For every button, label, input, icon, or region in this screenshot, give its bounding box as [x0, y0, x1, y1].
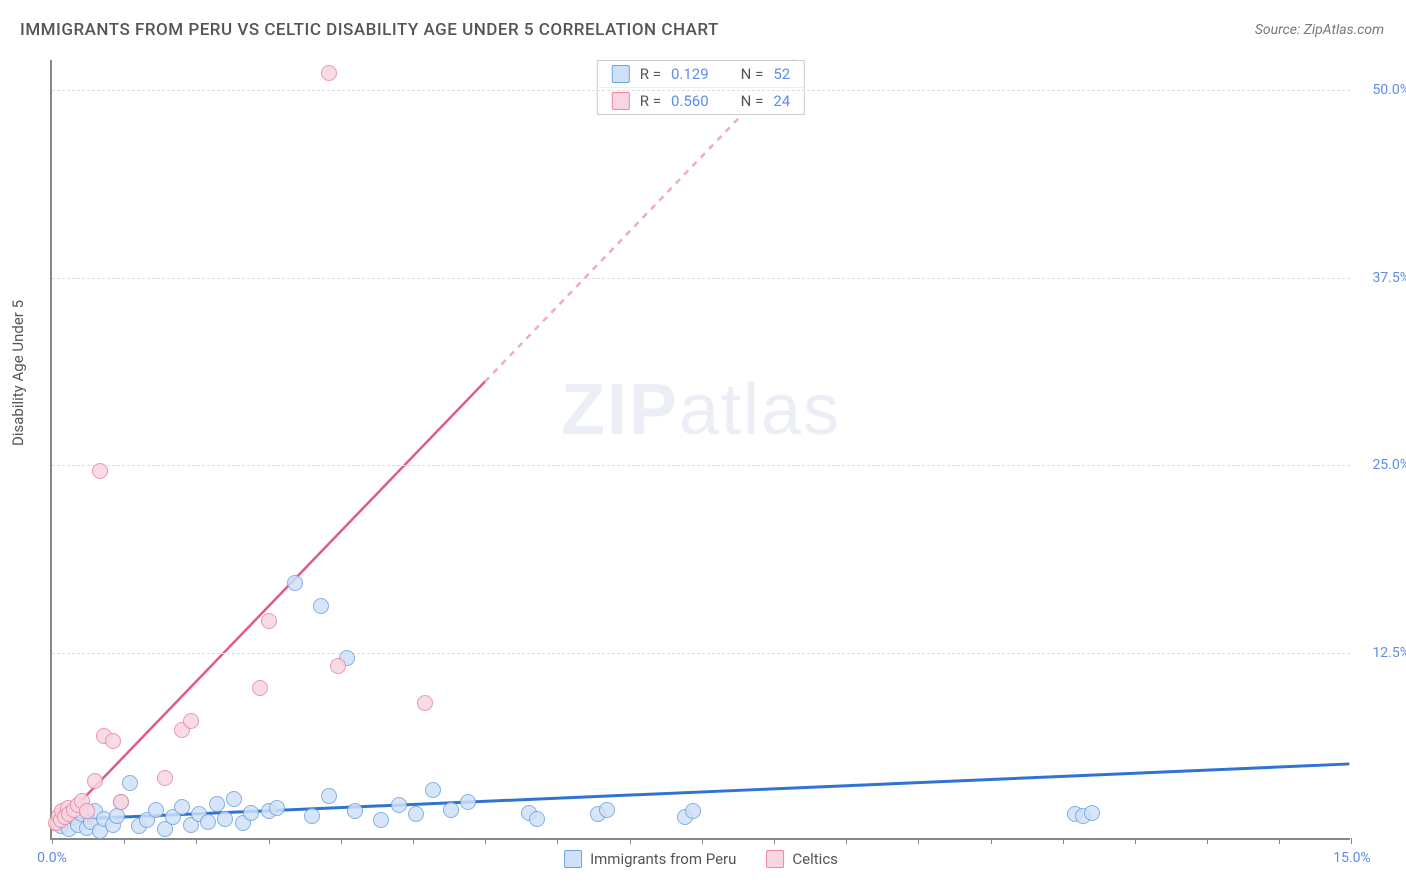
- data-point-peru: [200, 814, 216, 830]
- n-value: 52: [773, 65, 790, 83]
- data-point-celtics: [87, 773, 103, 789]
- data-point-peru: [304, 808, 320, 824]
- n-label: N =: [741, 65, 764, 83]
- x-tick: [1063, 838, 1064, 844]
- series-legend: Immigrants from Peru Celtics: [564, 850, 838, 868]
- x-tick: [1351, 838, 1352, 844]
- x-tick: [846, 838, 847, 844]
- correlation-legend: R = 0.129 N = 52 R = 0.560 N = 24: [597, 60, 805, 115]
- data-point-peru: [347, 803, 363, 819]
- legend-row-celtics: R = 0.560 N = 24: [598, 88, 804, 114]
- data-point-celtics: [92, 463, 108, 479]
- data-point-peru: [313, 598, 329, 614]
- y-axis-label: Disability Age Under 5: [9, 300, 27, 446]
- data-point-peru: [373, 812, 389, 828]
- data-point-celtics: [157, 770, 173, 786]
- data-point-peru: [685, 803, 701, 819]
- r-value: 0.560: [671, 92, 709, 110]
- x-tick: [1207, 838, 1208, 844]
- legend-entry-peru: Immigrants from Peru: [564, 850, 736, 868]
- y-tick-label: 37.5%: [1372, 270, 1406, 286]
- x-tick: [774, 838, 775, 844]
- x-tick: [413, 838, 414, 844]
- data-point-celtics: [252, 680, 268, 696]
- trend-lines-svg: [52, 60, 1350, 838]
- data-point-celtics: [79, 803, 95, 819]
- data-point-peru: [1084, 805, 1100, 821]
- x-tick-label: 15.0%: [1333, 850, 1371, 866]
- x-tick: [557, 838, 558, 844]
- data-point-celtics: [261, 613, 277, 629]
- x-tick: [702, 838, 703, 844]
- data-point-peru: [269, 800, 285, 816]
- gridline: [52, 465, 1350, 466]
- x-tick: [1279, 838, 1280, 844]
- data-point-celtics: [113, 794, 129, 810]
- gridline: [52, 653, 1350, 654]
- data-point-celtics: [105, 733, 121, 749]
- data-point-celtics: [183, 713, 199, 729]
- x-tick: [196, 838, 197, 844]
- data-point-peru: [391, 797, 407, 813]
- n-label: N =: [741, 92, 764, 110]
- x-tick: [630, 838, 631, 844]
- swatch-celtics: [766, 850, 784, 868]
- data-point-peru: [599, 802, 615, 818]
- data-point-celtics: [330, 658, 346, 674]
- plot-area: ZIPatlas R = 0.129N = 52R = 0.560N = 24 …: [50, 60, 1350, 840]
- data-point-peru: [287, 575, 303, 591]
- r-label: R =: [640, 92, 661, 110]
- y-tick-label: 25.0%: [1372, 457, 1406, 473]
- x-tick: [1135, 838, 1136, 844]
- data-point-peru: [408, 806, 424, 822]
- data-point-peru: [460, 794, 476, 810]
- y-tick-label: 12.5%: [1372, 645, 1406, 661]
- series-label: Celtics: [792, 850, 838, 868]
- x-tick: [269, 838, 270, 844]
- data-point-celtics: [417, 695, 433, 711]
- x-tick: [52, 838, 53, 844]
- data-point-peru: [217, 811, 233, 827]
- data-point-peru: [443, 802, 459, 818]
- data-point-peru: [209, 796, 225, 812]
- data-point-peru: [321, 788, 337, 804]
- r-label: R =: [640, 65, 661, 83]
- gridline: [52, 278, 1350, 279]
- x-tick-label: 0.0%: [37, 850, 67, 866]
- data-point-peru: [226, 791, 242, 807]
- data-point-peru: [122, 775, 138, 791]
- legend-entry-celtics: Celtics: [766, 850, 838, 868]
- chart-title: IMMIGRANTS FROM PERU VS CELTIC DISABILIT…: [20, 20, 719, 40]
- x-tick: [991, 838, 992, 844]
- x-tick: [341, 838, 342, 844]
- legend-row-peru: R = 0.129 N = 52: [598, 61, 804, 88]
- gridline: [52, 90, 1350, 91]
- data-point-peru: [174, 799, 190, 815]
- r-value: 0.129: [671, 65, 709, 83]
- data-point-peru: [148, 802, 164, 818]
- x-tick: [124, 838, 125, 844]
- data-point-celtics: [321, 65, 337, 81]
- swatch-peru: [612, 65, 630, 83]
- data-point-peru: [243, 805, 259, 821]
- series-label: Immigrants from Peru: [590, 850, 736, 868]
- data-point-peru: [425, 782, 441, 798]
- n-value: 24: [773, 92, 790, 110]
- swatch-peru: [564, 850, 582, 868]
- swatch-celtics: [612, 92, 630, 110]
- source-attribution: Source: ZipAtlas.com: [1255, 22, 1384, 38]
- x-tick: [918, 838, 919, 844]
- y-tick-label: 50.0%: [1372, 82, 1406, 98]
- data-point-peru: [529, 811, 545, 827]
- x-tick: [485, 838, 486, 844]
